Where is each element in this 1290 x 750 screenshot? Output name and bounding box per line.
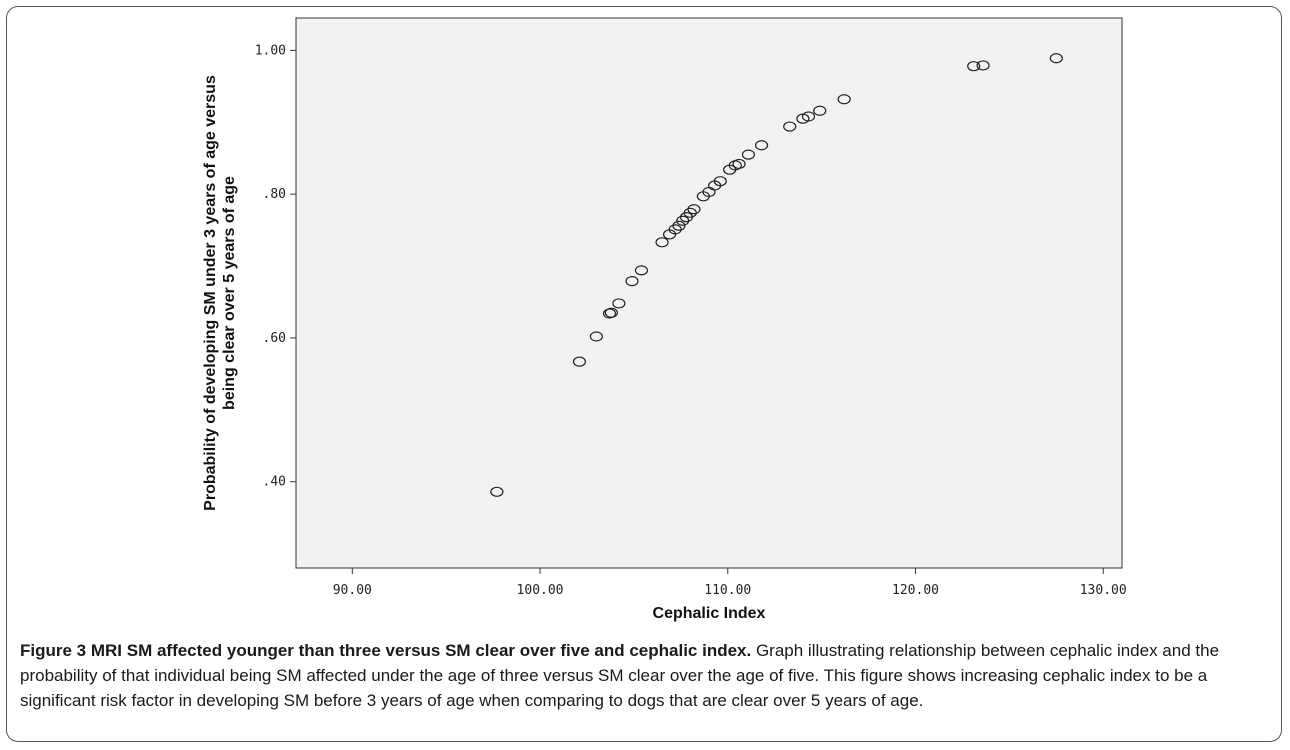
x-tick-label: 110.00 [704,583,751,598]
data-point [604,307,618,318]
x-axis: 90.00 100.00 110.00 120.00 130.00 [333,568,1127,598]
y-tick-label: .60 [263,331,286,346]
x-tick-label: 90.00 [333,583,372,598]
data-point [754,140,769,151]
data-point [741,149,756,160]
x-tick-label: 130.00 [1080,583,1127,598]
data-point [572,356,587,367]
data-point [976,60,990,71]
scatter-chart: 90.00 100.00 110.00 120.00 130.00 .40 .60 .80 1… [202,17,1127,622]
data-point [713,176,727,187]
data-point [490,486,504,497]
data-point [967,61,981,72]
data-point [672,220,686,231]
data-point [687,204,701,215]
data-point [589,331,603,342]
x-axis-label: Cephalic Index [653,605,766,622]
data-point [813,105,827,116]
x-tick-label: 100.00 [517,583,564,598]
data-points [490,53,1063,497]
caption-body: Graph illustrating relationship between … [20,641,1220,710]
data-point [625,276,639,287]
data-point [655,237,669,248]
data-point [837,94,851,105]
data-point [612,298,626,309]
y-axis: .40 .60 .80 1.00 [255,43,296,490]
y-axis-label-line-2: being clear over 5 years of age [221,176,238,410]
y-tick-label: .80 [263,187,286,202]
y-tick-label: 1.00 [255,43,286,58]
y-tick-label: .40 [263,475,286,490]
data-point [1049,53,1063,64]
figure-caption: Figure 3 MRI SM affected younger than th… [20,638,1270,713]
data-point [634,265,649,276]
y-axis-label-line-1: Probability of developing SM under 3 yea… [202,75,219,511]
caption-title: Figure 3 MRI SM affected younger than th… [20,641,752,660]
data-point [783,121,797,132]
figure-frame [6,6,1282,742]
data-point [732,158,746,170]
data-point [801,111,816,122]
x-tick-label: 120.00 [892,583,939,598]
plot-area [295,17,1123,569]
